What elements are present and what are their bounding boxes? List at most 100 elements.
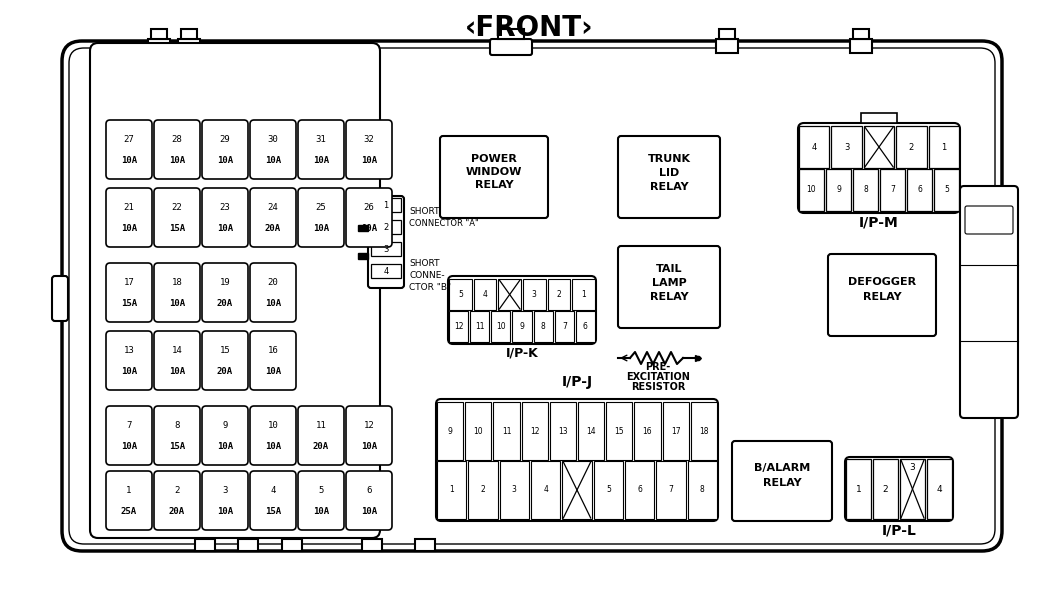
Bar	[550, 402, 576, 460]
FancyBboxPatch shape	[346, 471, 392, 530]
Bar	[523, 279, 545, 310]
Text: 2: 2	[883, 485, 889, 493]
Text: 10A: 10A	[217, 156, 233, 165]
FancyBboxPatch shape	[62, 41, 1002, 551]
Bar	[148, 39, 170, 53]
Text: 28: 28	[172, 135, 182, 144]
Text: ‹FRONT›: ‹FRONT›	[465, 14, 593, 42]
Text: 4: 4	[811, 142, 816, 152]
FancyBboxPatch shape	[250, 331, 297, 390]
Bar	[934, 169, 959, 211]
Text: 26: 26	[363, 203, 375, 212]
Text: 15A: 15A	[121, 299, 137, 308]
FancyBboxPatch shape	[52, 276, 68, 321]
Text: 11: 11	[502, 427, 511, 436]
FancyBboxPatch shape	[202, 188, 248, 247]
Text: 3: 3	[910, 462, 915, 471]
FancyBboxPatch shape	[202, 406, 248, 465]
Text: 3: 3	[383, 244, 389, 253]
Bar	[499, 279, 521, 310]
Text: 9: 9	[836, 185, 841, 195]
FancyBboxPatch shape	[154, 188, 200, 247]
Bar	[371, 220, 401, 234]
Text: 5: 5	[606, 485, 611, 494]
Bar	[880, 169, 905, 211]
FancyBboxPatch shape	[250, 120, 297, 179]
Text: 10A: 10A	[361, 507, 377, 516]
Text: 1: 1	[581, 290, 586, 299]
Text: 12: 12	[363, 421, 375, 430]
Text: 30: 30	[268, 135, 279, 144]
Bar	[500, 461, 530, 519]
Text: 10A: 10A	[313, 224, 329, 233]
Bar	[531, 461, 560, 519]
Bar	[831, 126, 862, 168]
Text: 10A: 10A	[265, 156, 281, 165]
Text: 10A: 10A	[169, 156, 185, 165]
Text: 12: 12	[454, 322, 464, 331]
FancyBboxPatch shape	[436, 399, 718, 521]
FancyBboxPatch shape	[106, 406, 152, 465]
Bar	[896, 126, 927, 168]
Text: 6: 6	[917, 185, 922, 195]
Text: 1: 1	[383, 201, 389, 210]
Text: 11: 11	[475, 322, 484, 331]
Bar	[468, 461, 498, 519]
Text: RELAY: RELAY	[649, 182, 688, 192]
Bar	[522, 402, 548, 460]
Text: I/P-L: I/P-L	[881, 524, 916, 538]
Text: 7: 7	[668, 485, 674, 494]
Text: B/ALARM: B/ALARM	[754, 463, 810, 473]
Text: I/P-J: I/P-J	[561, 375, 593, 389]
Bar	[449, 279, 471, 310]
Bar	[178, 39, 200, 53]
Text: SHORT: SHORT	[409, 207, 439, 216]
Text: 20A: 20A	[265, 224, 281, 233]
Text: 15A: 15A	[265, 507, 281, 516]
Text: 17: 17	[124, 278, 134, 287]
Text: 1: 1	[941, 142, 947, 152]
Text: 4: 4	[270, 486, 275, 495]
Bar	[358, 253, 367, 259]
FancyBboxPatch shape	[298, 120, 344, 179]
Text: 3: 3	[844, 142, 849, 152]
Text: 23: 23	[219, 203, 231, 212]
Text: 20A: 20A	[217, 299, 233, 308]
Bar	[687, 461, 717, 519]
Text: 6: 6	[584, 322, 588, 331]
Text: 10: 10	[473, 427, 483, 436]
Text: 27: 27	[124, 135, 134, 144]
Text: 20A: 20A	[217, 367, 233, 376]
Text: 10: 10	[496, 322, 505, 331]
Bar	[498, 29, 524, 39]
Bar	[371, 264, 401, 278]
Text: 10A: 10A	[121, 367, 137, 376]
FancyBboxPatch shape	[250, 188, 297, 247]
FancyBboxPatch shape	[448, 276, 596, 344]
Text: 2: 2	[909, 142, 914, 152]
Text: 4: 4	[543, 485, 549, 494]
Text: 11: 11	[316, 421, 326, 430]
Text: 4: 4	[383, 267, 389, 276]
Bar	[572, 279, 595, 310]
Bar	[534, 311, 553, 342]
Bar	[907, 169, 932, 211]
Bar	[864, 126, 894, 168]
Text: 32: 32	[363, 135, 375, 144]
FancyBboxPatch shape	[250, 263, 297, 322]
FancyBboxPatch shape	[618, 246, 720, 328]
Text: DEFOGGER: DEFOGGER	[848, 277, 916, 287]
FancyBboxPatch shape	[828, 254, 936, 336]
Text: 18: 18	[172, 278, 182, 287]
Bar	[594, 461, 623, 519]
Bar	[852, 169, 878, 211]
Text: 7: 7	[890, 185, 895, 195]
Text: CONNE-: CONNE-	[409, 271, 445, 281]
Text: 10A: 10A	[121, 224, 137, 233]
FancyBboxPatch shape	[346, 188, 392, 247]
Text: 1: 1	[126, 486, 131, 495]
Text: 20A: 20A	[313, 442, 329, 451]
Text: CTOR "B": CTOR "B"	[409, 284, 451, 293]
Text: 8: 8	[175, 421, 180, 430]
Text: 10A: 10A	[265, 442, 281, 451]
